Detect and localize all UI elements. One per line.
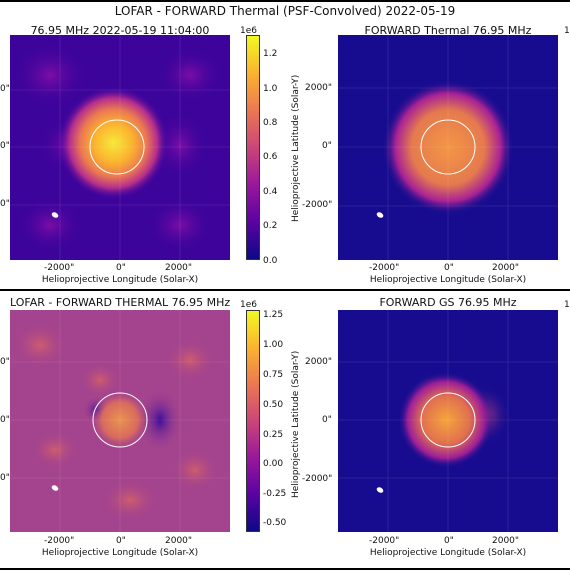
panel1-xtick: 2000" — [165, 263, 193, 273]
panel1-xtick: 0" — [116, 263, 126, 273]
panel4-xtick: -2000" — [369, 536, 400, 546]
colorbar-bottom-exponent: 1e6 — [240, 300, 257, 310]
colorbar-top-tick: 0.0 — [263, 256, 278, 266]
panel4-title: FORWARD GS 76.95 MHz — [379, 296, 517, 309]
panel4-xtick: 0" — [444, 536, 454, 546]
panel2-ytick: 2000" — [305, 83, 333, 93]
panel3-blob — [78, 362, 122, 398]
colorbar-bottom-tick: 0.50 — [263, 400, 284, 410]
panel2-beam — [376, 212, 384, 218]
panel2-xtick: 2000" — [492, 263, 520, 273]
colorbar-bottom-tick: 1.00 — [263, 340, 284, 350]
colorbar-top-tick: 0.6 — [263, 152, 278, 162]
panel4-beam — [376, 487, 384, 493]
panel2-ytick: 0" — [322, 141, 332, 151]
bottom-border — [0, 568, 570, 570]
panel2-xtick: -2000" — [369, 263, 400, 273]
panel3-beam — [51, 485, 59, 491]
panel4-ytick: 0" — [322, 415, 332, 425]
colorbar-bottom-tick: -0.50 — [263, 518, 287, 528]
colorbar-bottom-tick: 0.25 — [263, 430, 284, 440]
colorbar-top-exponent: 1e6 — [240, 26, 257, 36]
panel1-ytick: 0" — [0, 141, 10, 151]
panel4-ylabel: Helioprojective Latitude (Solar-Y) — [291, 350, 301, 498]
panel1-ytick: 0" — [0, 199, 10, 209]
panel2-solar-limb — [420, 119, 476, 175]
panel3-negative-region — [138, 388, 182, 452]
colorbar-top — [246, 35, 260, 260]
panel3-ytick: 0" — [0, 415, 10, 425]
panel3-source — [90, 390, 150, 450]
panel4-map — [338, 310, 558, 532]
panel4-source — [398, 372, 494, 468]
panel4-ytick: -2000" — [302, 474, 333, 484]
panel1-xtick: -2000" — [44, 263, 75, 273]
panel1-map — [10, 35, 230, 260]
panel3-solar-limb — [92, 392, 148, 448]
colorbar-bottom — [246, 310, 260, 532]
panel1-source — [10, 35, 230, 260]
panel3-xlabel: Helioprojective Longitude (Solar-X) — [41, 548, 199, 558]
colorbar-top-tick: 1.2 — [263, 49, 278, 59]
panel4-ytick: 2000" — [305, 357, 333, 367]
colorbar-top-tick: 0.2 — [263, 221, 278, 231]
colorbar-top-tick: 0.8 — [263, 118, 278, 128]
panel3-ytick: 0" — [0, 357, 10, 367]
panel2-map — [338, 35, 558, 260]
panel3-blob — [30, 430, 80, 470]
figure-suptitle: LOFAR - FORWARD Thermal (PSF-Convolved) … — [114, 4, 456, 18]
panel2-title: FORWARD Thermal 76.95 MHz — [364, 24, 532, 37]
colorbar-top-tick: 1.0 — [263, 84, 278, 94]
colorbar-bottom-tick: 1.25 — [263, 310, 284, 320]
panel1-solar-limb — [89, 119, 145, 175]
panel3-blob — [12, 321, 68, 369]
top-border — [0, 0, 570, 2]
right-edge-exponent: 1 — [564, 26, 570, 36]
panel1-ytick: 0" — [0, 84, 10, 94]
colorbar-bottom-tick: -0.25 — [263, 489, 287, 499]
panel4-xlabel: Helioprojective Longitude (Solar-X) — [369, 548, 527, 558]
panel3-xtick: 2000" — [165, 536, 193, 546]
row-divider — [0, 289, 570, 291]
panel3-title: LOFAR - FORWARD THERMAL 76.95 MHz — [10, 296, 231, 309]
panel2-ylabel: Helioprojective Latitude (Solar-Y) — [291, 74, 301, 222]
panel1-beam — [51, 212, 59, 218]
panel3-blob — [170, 448, 220, 492]
panel2-source — [338, 35, 558, 260]
colorbar-bottom-tick: 0.75 — [263, 370, 284, 380]
panel3-xtick: 0" — [116, 536, 126, 546]
panel4-xtick: 2000" — [492, 536, 520, 546]
panel4-solar-limb — [420, 392, 476, 448]
panel3-ytick: 0" — [0, 473, 10, 483]
panel1-title: 76.95 MHz 2022-05-19 11:04:00 — [30, 24, 210, 37]
panel3-map — [10, 310, 230, 532]
panel1-xlabel: Helioprojective Longitude (Solar-X) — [41, 275, 199, 285]
panel3-xtick: -2000" — [44, 536, 75, 546]
colorbar-top-tick: 0.4 — [263, 187, 278, 197]
panel2-ytick: -2000" — [302, 200, 333, 210]
panel3-blob — [164, 338, 216, 382]
colorbar-bottom-tick: 0.00 — [263, 459, 284, 469]
right-edge-exponent: 1 — [564, 300, 570, 310]
panel3-blob — [100, 478, 160, 522]
panel2-xtick: 0" — [444, 263, 454, 273]
panel2-xlabel: Helioprojective Longitude (Solar-X) — [369, 275, 527, 285]
